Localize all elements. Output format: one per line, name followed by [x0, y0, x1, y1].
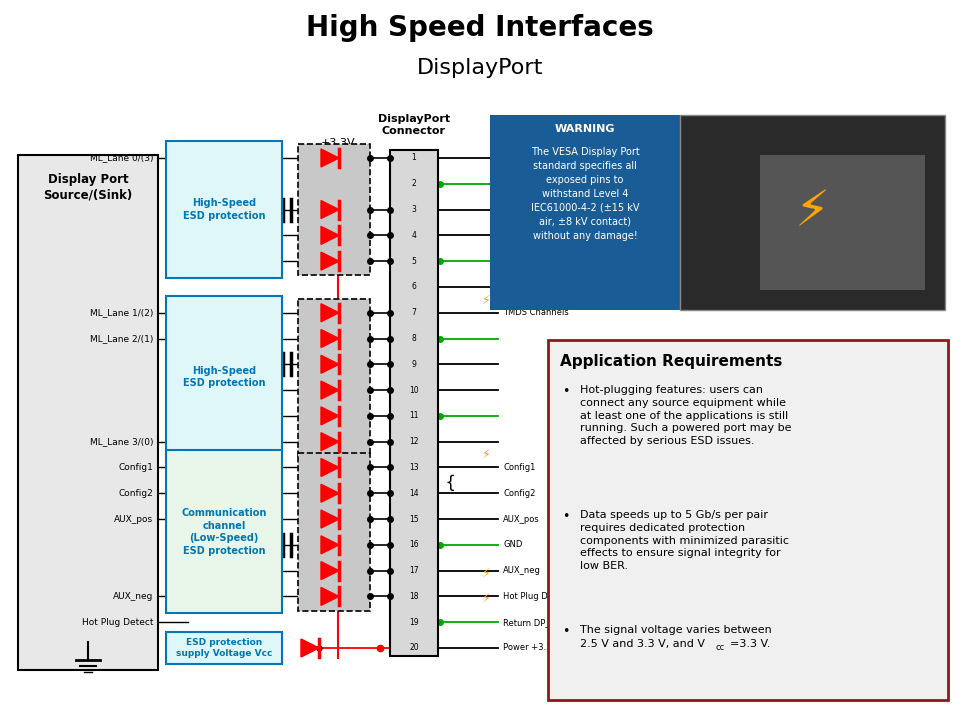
Polygon shape — [321, 562, 339, 580]
Text: ML_Lane 2/(1): ML_Lane 2/(1) — [89, 334, 153, 343]
Polygon shape — [321, 381, 339, 399]
Text: 19: 19 — [409, 618, 419, 626]
Text: High Speed Interfaces: High Speed Interfaces — [306, 14, 654, 42]
FancyBboxPatch shape — [166, 632, 282, 664]
Polygon shape — [321, 588, 339, 606]
Text: 16: 16 — [409, 540, 419, 549]
Text: ⚡: ⚡ — [482, 566, 491, 579]
Text: Return DP_PWR: Return DP_PWR — [503, 618, 569, 626]
Text: 20: 20 — [409, 644, 419, 652]
Text: 13: 13 — [409, 463, 419, 472]
Text: ML_Lanes 0...3: ML_Lanes 0...3 — [503, 282, 565, 292]
Polygon shape — [321, 355, 339, 373]
Text: AUX_neg: AUX_neg — [503, 566, 540, 575]
Polygon shape — [321, 226, 339, 244]
Text: ⚡: ⚡ — [482, 592, 491, 605]
Text: Power +3.3V: Power +3.3V — [503, 644, 557, 652]
Text: 6: 6 — [412, 282, 417, 292]
Text: ⚡: ⚡ — [482, 448, 491, 461]
Text: ML_Lane 1/(2): ML_Lane 1/(2) — [89, 308, 153, 318]
Text: ESD protection
supply Voltage Vcc: ESD protection supply Voltage Vcc — [176, 638, 273, 658]
Text: 11: 11 — [409, 411, 419, 420]
Text: Data speeds up to 5 Gb/s per pair
requires dedicated protection
components with : Data speeds up to 5 Gb/s per pair requir… — [580, 510, 789, 571]
Text: cc: cc — [716, 643, 725, 652]
Text: Hot-plugging features: users can
connect any source equipment while
at least one: Hot-plugging features: users can connect… — [580, 385, 791, 446]
Bar — [548, 340, 948, 700]
Text: 5: 5 — [412, 256, 417, 266]
Bar — [18, 155, 158, 670]
Text: DisplayPort
Connector: DisplayPort Connector — [378, 114, 450, 136]
Text: High-Speed
ESD protection: High-Speed ESD protection — [182, 366, 265, 388]
Polygon shape — [321, 304, 339, 322]
Polygon shape — [321, 201, 339, 219]
Polygon shape — [321, 510, 339, 528]
Polygon shape — [321, 459, 339, 477]
Text: 4: 4 — [412, 231, 417, 240]
Text: High-Speed
ESD protection: High-Speed ESD protection — [182, 199, 265, 221]
Polygon shape — [321, 252, 339, 270]
Bar — [390, 150, 438, 656]
FancyBboxPatch shape — [166, 141, 282, 278]
Text: DisplayPort: DisplayPort — [417, 58, 543, 78]
Bar — [760, 155, 925, 290]
Text: Config2: Config2 — [118, 489, 153, 498]
Polygon shape — [321, 330, 339, 348]
Text: 10: 10 — [409, 386, 419, 395]
Text: }: } — [441, 472, 451, 490]
Bar — [298, 299, 370, 456]
Text: =3.3 V.: =3.3 V. — [730, 639, 770, 649]
Text: 1: 1 — [412, 153, 417, 163]
Text: WARNING: WARNING — [555, 124, 615, 134]
Text: ML_Lane 0/(3): ML_Lane 0/(3) — [89, 153, 153, 163]
Text: 15: 15 — [409, 515, 419, 523]
Bar — [680, 115, 945, 310]
Bar — [490, 115, 680, 310]
Text: ⚡: ⚡ — [795, 189, 830, 236]
Text: Communication
channel
(Low-Speed)
ESD protection: Communication channel (Low-Speed) ESD pr… — [181, 508, 267, 556]
Text: Hot Plug Detect: Hot Plug Detect — [82, 618, 153, 626]
Text: Config1: Config1 — [118, 463, 153, 472]
FancyBboxPatch shape — [166, 451, 282, 613]
Text: •: • — [562, 385, 569, 398]
FancyBboxPatch shape — [166, 296, 282, 459]
Polygon shape — [321, 433, 339, 451]
Text: 3: 3 — [412, 205, 417, 214]
Polygon shape — [301, 639, 319, 657]
Bar — [298, 454, 370, 611]
Text: 8: 8 — [412, 334, 417, 343]
Text: GND: GND — [503, 540, 522, 549]
Text: 2.5 V and 3.3 V, and V: 2.5 V and 3.3 V, and V — [580, 639, 705, 649]
Text: 18: 18 — [409, 592, 419, 601]
Text: Application Requirements: Application Requirements — [560, 354, 782, 369]
Text: 12: 12 — [409, 437, 419, 446]
Text: •: • — [562, 625, 569, 638]
Text: ⚡: ⚡ — [482, 293, 491, 306]
Text: ML_Lane 3/(0): ML_Lane 3/(0) — [89, 437, 153, 446]
Text: •: • — [562, 510, 569, 523]
Polygon shape — [321, 485, 339, 503]
Text: 14: 14 — [409, 489, 419, 498]
Text: Hot Plug Detect: Hot Plug Detect — [503, 592, 569, 601]
Polygon shape — [321, 149, 339, 167]
Polygon shape — [321, 536, 339, 554]
Text: AUX_neg: AUX_neg — [112, 592, 153, 601]
Bar — [298, 144, 370, 275]
Text: Config1: Config1 — [503, 463, 536, 472]
Text: The signal voltage varies between: The signal voltage varies between — [580, 625, 772, 635]
Text: The VESA Display Port
standard specifies all
exposed pins to
withstand Level 4
I: The VESA Display Port standard specifies… — [531, 147, 639, 241]
Text: AUX_pos: AUX_pos — [114, 515, 153, 523]
Text: 9: 9 — [412, 360, 417, 369]
Text: TMDS Channels: TMDS Channels — [503, 308, 568, 318]
Text: AUX_pos: AUX_pos — [503, 515, 540, 523]
Polygon shape — [321, 407, 339, 425]
Text: Display Port
Source/(Sink): Display Port Source/(Sink) — [43, 173, 132, 201]
Text: Config2: Config2 — [503, 489, 536, 498]
Text: +3.3V: +3.3V — [321, 138, 355, 148]
Text: 17: 17 — [409, 566, 419, 575]
Text: 2: 2 — [412, 179, 417, 189]
Text: 7: 7 — [412, 308, 417, 318]
